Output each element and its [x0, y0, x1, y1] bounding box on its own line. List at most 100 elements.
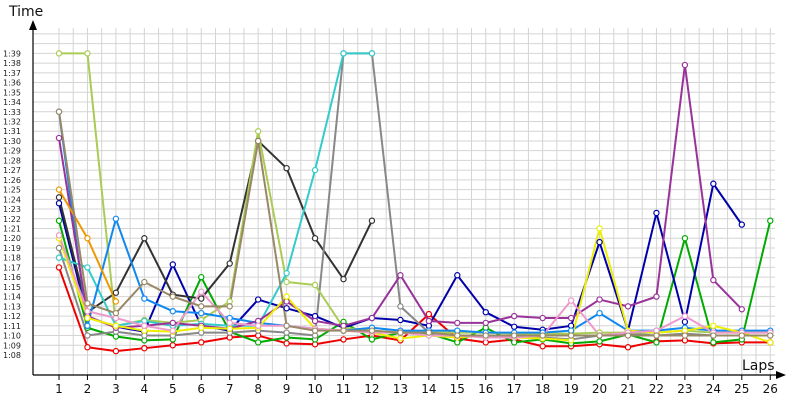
data-point: [254, 339, 262, 346]
data-point: [84, 314, 91, 322]
data-point: [397, 303, 404, 310]
data-point: [340, 275, 347, 283]
y-tick-label: 1:17: [3, 263, 21, 272]
data-point: [112, 215, 120, 222]
data-point: [624, 344, 632, 351]
y-tick-label: 1:13: [3, 302, 21, 311]
data-point: [340, 327, 347, 334]
data-point: [226, 325, 233, 332]
data-point: [511, 312, 518, 320]
x-tick-label: 11: [336, 382, 351, 396]
data-point: [84, 344, 91, 351]
data-point: [55, 264, 63, 271]
y-tick-label: 1:20: [3, 234, 21, 243]
data-point: [169, 319, 176, 327]
x-tick-label: 25: [734, 382, 749, 396]
data-point: [368, 50, 376, 57]
data-point: [482, 319, 489, 327]
data-point: [198, 295, 205, 302]
data-point: [681, 332, 689, 339]
y-tick-label: 1:12: [3, 312, 21, 321]
y-tick-label: 1:25: [3, 186, 21, 195]
x-tick-label: 19: [563, 382, 578, 396]
y-tick-label: 1:19: [3, 244, 21, 253]
y-tick-label: 1:09: [3, 341, 21, 350]
x-tick-label: 14: [421, 382, 436, 396]
data-point: [254, 322, 262, 330]
data-point: [567, 297, 575, 304]
x-tick-label: 15: [450, 382, 465, 396]
data-point: [198, 288, 205, 295]
x-tick-label: 10: [307, 382, 322, 396]
data-point: [198, 273, 205, 281]
y-tick-label: 1:28: [3, 156, 21, 165]
data-point: [283, 293, 290, 300]
data-point: [55, 50, 63, 57]
data-point: [397, 329, 404, 336]
x-axis-arrow-icon: [776, 371, 786, 379]
data-point: [454, 332, 461, 339]
data-point: [425, 310, 433, 318]
data-point: [169, 342, 176, 349]
x-tick-label: 16: [478, 382, 493, 396]
data-point: [710, 276, 717, 284]
series-points: [55, 50, 774, 355]
x-tick-label: 6: [197, 382, 205, 396]
data-point: [84, 322, 91, 330]
y-tick-label: 1:35: [3, 88, 21, 97]
data-point: [311, 327, 319, 334]
data-point: [283, 329, 290, 336]
x-tick-label: 8: [254, 382, 262, 396]
data-point: [738, 221, 746, 228]
x-tick-label: 18: [535, 382, 550, 396]
data-point: [112, 309, 120, 317]
x-tick-label: 23: [677, 382, 692, 396]
data-point: [425, 329, 433, 336]
y-tick-label: 1:08: [3, 351, 21, 360]
data-point: [55, 194, 63, 201]
data-point: [283, 322, 290, 330]
data-point: [340, 336, 347, 343]
data-point: [311, 317, 319, 325]
x-tick-label: 9: [283, 382, 291, 396]
data-point: [169, 308, 176, 315]
x-tick-label: 2: [84, 382, 92, 396]
y-tick-label: 1:37: [3, 69, 21, 78]
data-point: [653, 332, 660, 339]
data-point: [55, 232, 63, 239]
y-tick-label: 1:34: [3, 98, 21, 107]
y-tick-label: 1:33: [3, 108, 21, 117]
y-tick-label: 1:23: [3, 205, 21, 214]
x-ticks: 1 2 3 4 5 6 7 8 9 10 11 12 13 14 15 16 17 18 19 20 21 22 23 24 2…: [55, 375, 778, 396]
data-point: [368, 314, 376, 322]
data-point: [454, 272, 461, 279]
data-point: [681, 312, 689, 320]
data-point: [681, 61, 689, 69]
data-point: [84, 50, 91, 57]
y-axis-arrow-icon: [29, 20, 37, 30]
data-point: [624, 303, 632, 310]
data-point: [55, 200, 63, 207]
series-line: [58, 111, 771, 337]
data-point: [84, 332, 91, 339]
y-tick-label: 1:21: [3, 225, 21, 234]
data-point: [283, 305, 290, 312]
series-line: [58, 227, 771, 344]
y-tick-label: 1:32: [3, 117, 21, 126]
data-point: [425, 317, 433, 325]
data-point: [340, 50, 347, 57]
data-point: [226, 260, 233, 267]
series-line: [58, 139, 373, 314]
data-point: [84, 300, 91, 307]
data-point: [710, 180, 717, 187]
data-point: [397, 272, 404, 279]
x-axis-title: Laps: [742, 358, 775, 374]
x-tick-label: 12: [364, 382, 379, 396]
x-tick-label: 5: [169, 382, 177, 396]
data-point: [84, 264, 91, 271]
data-point: [254, 296, 262, 303]
data-point: [539, 343, 546, 350]
data-point: [596, 332, 603, 339]
data-point: [738, 332, 746, 339]
data-point: [84, 235, 91, 242]
